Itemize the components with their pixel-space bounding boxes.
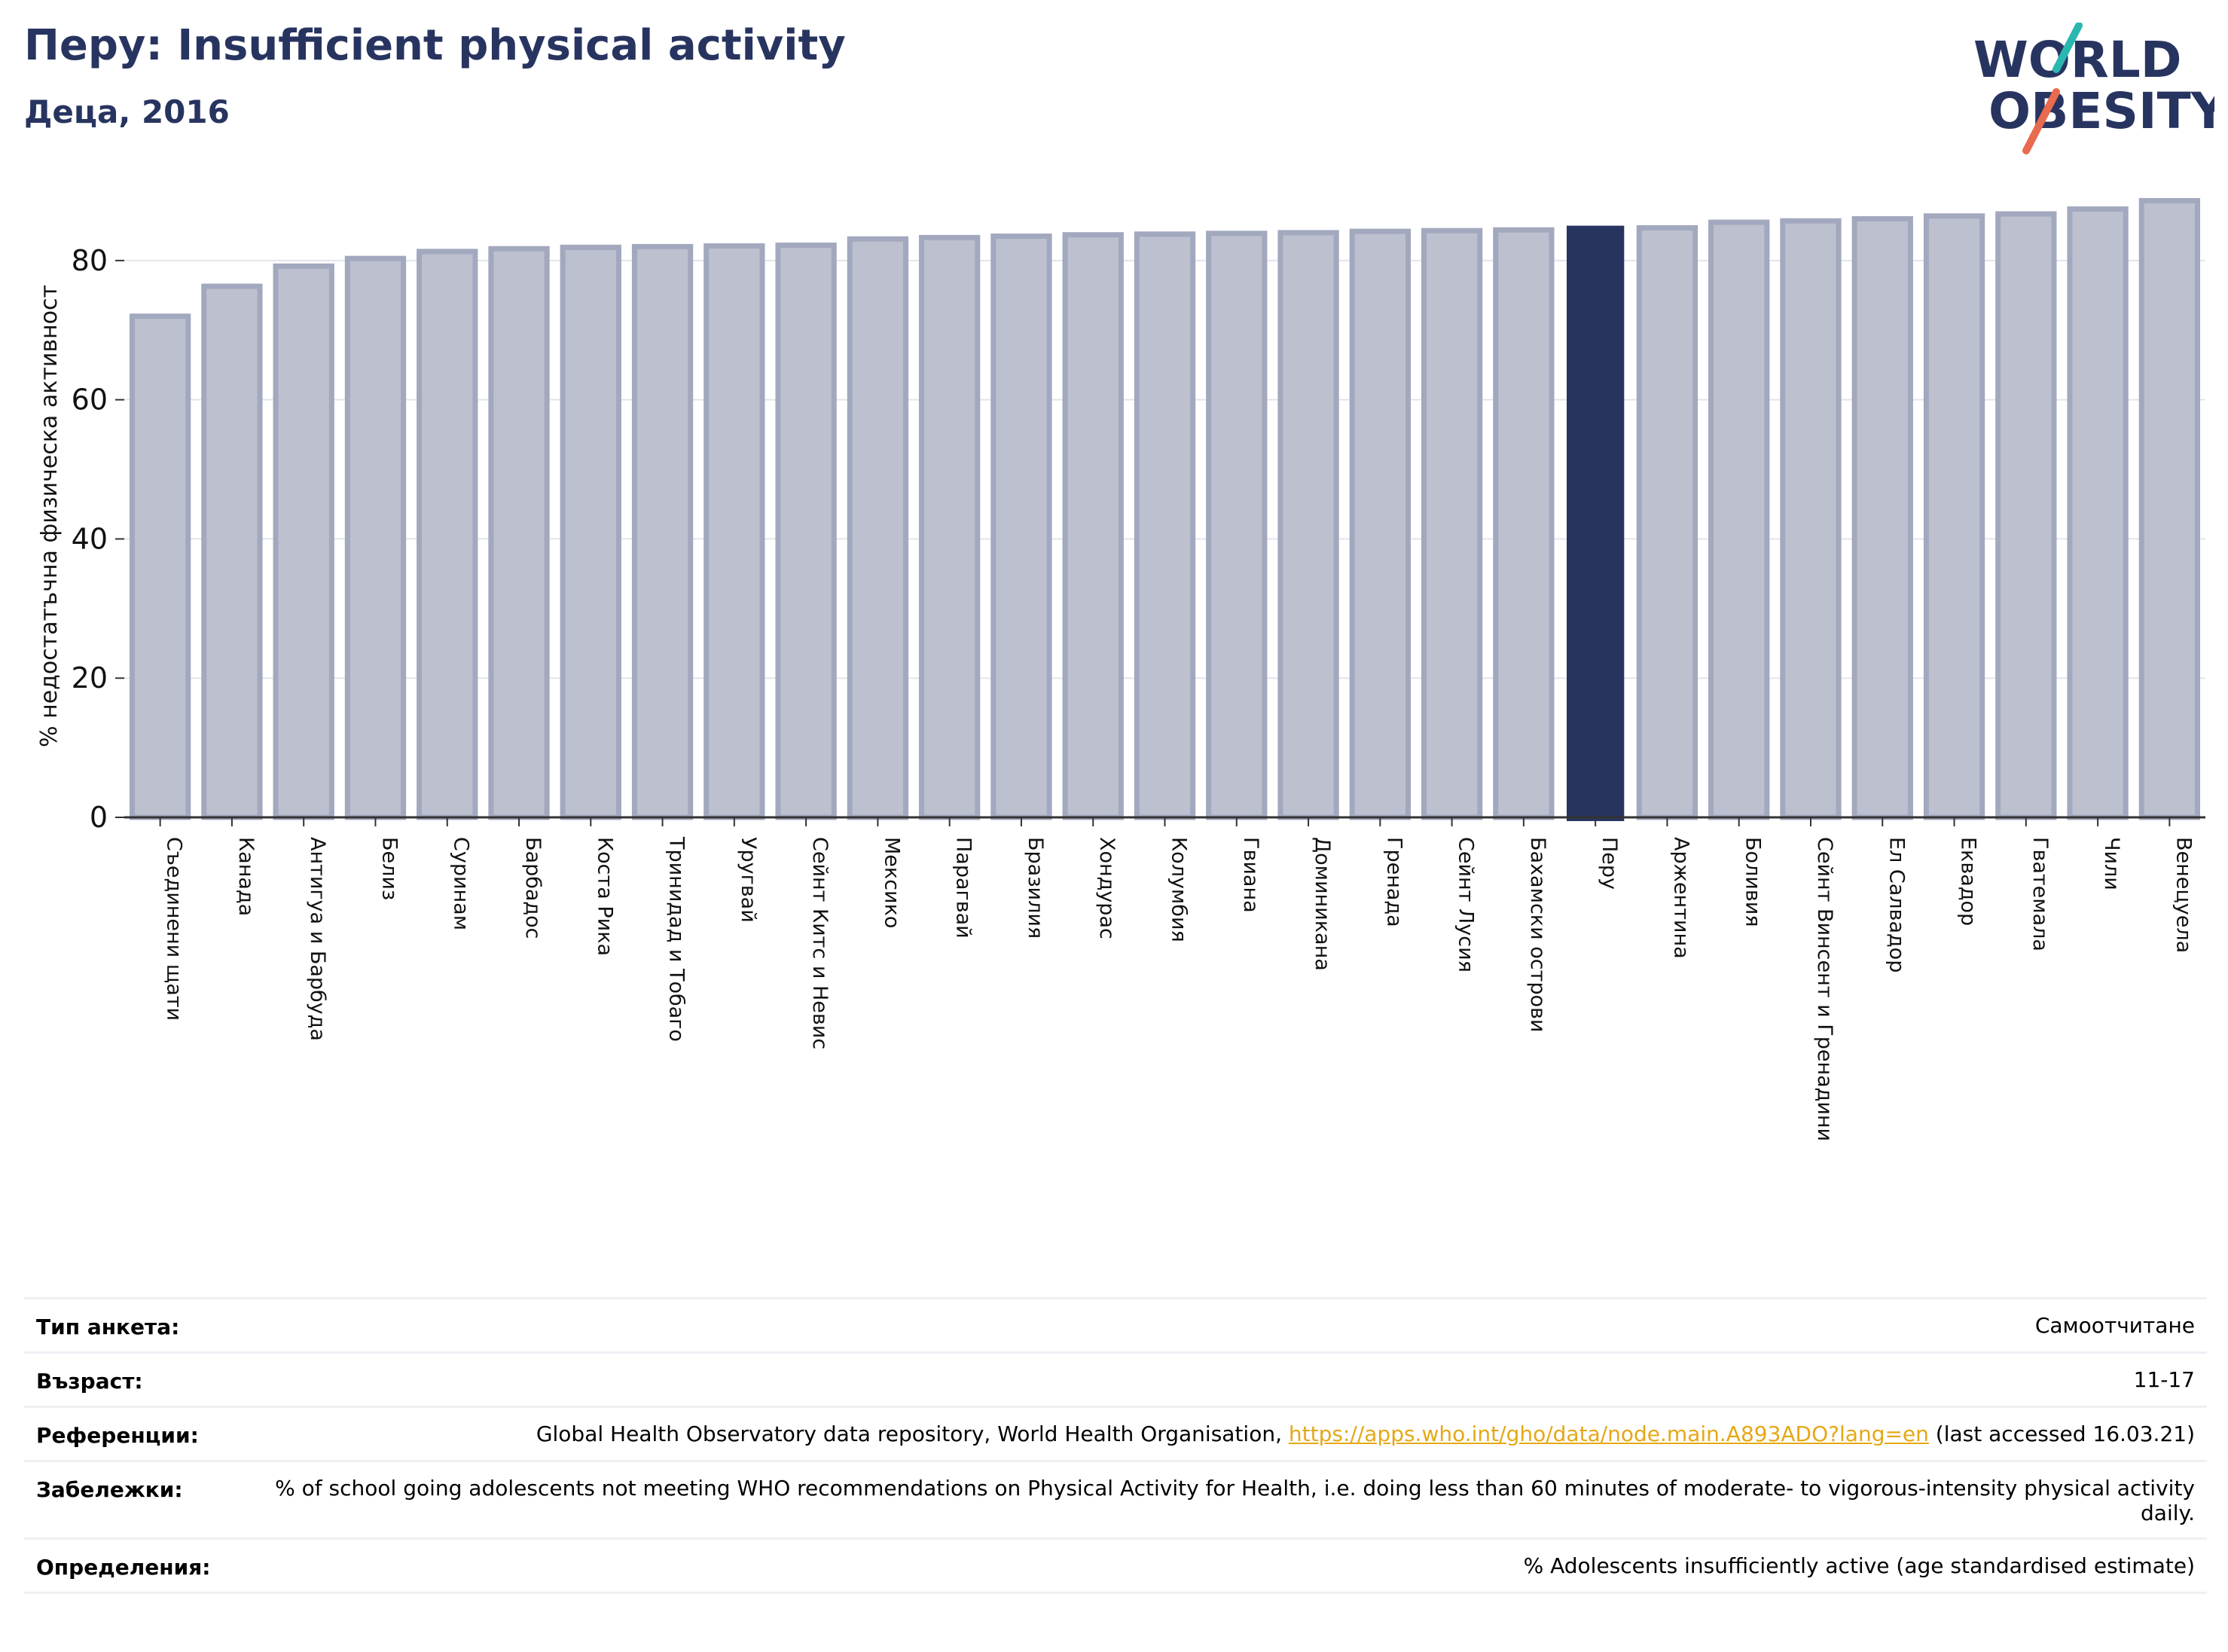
- bar-highlighted: [1566, 225, 1625, 821]
- bar: [1708, 219, 1770, 820]
- bar: [2138, 197, 2201, 820]
- metadata-value: Самоотчитане: [2034, 1313, 2195, 1338]
- x-tick-label: Гренада: [1382, 837, 1405, 927]
- chart-subtitle: Деца, 2016: [24, 93, 230, 130]
- metadata-key: Референции:: [36, 1423, 199, 1448]
- metadata-value: % Adolescents insufficiently active (age…: [1523, 1553, 2195, 1578]
- metadata-key: Определения:: [36, 1555, 211, 1580]
- y-tick-label: 40: [72, 522, 108, 555]
- metadata-row: Определения: % Adolescents insufficiently…: [24, 1537, 2207, 1594]
- x-tick-label: Колумбия: [1167, 837, 1191, 942]
- x-tick-label: Белиз: [377, 837, 401, 900]
- x-tick-label: Бахамски острови: [1526, 837, 1549, 1032]
- x-tick-label: Сейнт Китс и Невис: [808, 837, 832, 1049]
- logo-slash-red: [2022, 88, 2060, 154]
- metadata-value: 11-17: [2133, 1367, 2195, 1392]
- x-tick-label: Суринам: [450, 837, 473, 930]
- x-tick-label: Канада: [234, 837, 258, 916]
- x-tick-label: Перу: [1598, 837, 1621, 890]
- y-tick-label: 0: [90, 801, 108, 834]
- x-tick-label: Венецуела: [2172, 837, 2195, 953]
- y-tick-label: 80: [72, 244, 108, 277]
- metadata-row: Тип анкета: Самоотчитане: [24, 1297, 2207, 1351]
- bar: [1493, 227, 1555, 820]
- x-tick-label: Антигуа и Барбуда: [306, 837, 329, 1041]
- bar: [1995, 211, 2057, 820]
- y-axis-label: % недостатъчна физическа активност: [36, 285, 63, 747]
- bar: [1421, 227, 1483, 820]
- bar: [919, 234, 981, 820]
- bar: [201, 283, 263, 820]
- bar: [1277, 230, 1339, 820]
- chart-title: Перу: Insufficient physical activity: [24, 21, 846, 70]
- x-tick-label: Ел Салвадор: [1885, 837, 1908, 973]
- bar: [2067, 206, 2129, 820]
- bar: [703, 243, 765, 820]
- x-tick-label: Съединени щати: [163, 837, 186, 1021]
- bar: [560, 244, 621, 820]
- metadata-row: Забележки: % of school going adolescents …: [24, 1460, 2207, 1537]
- x-tick-label: Аржентина: [1669, 837, 1692, 959]
- metadata-key: Тип анкета:: [36, 1315, 180, 1339]
- x-tick-label: Барбадос: [521, 837, 545, 939]
- x-tick-label: Тринидад и Тобаго: [665, 836, 688, 1042]
- world-obesity-logo: WORLD OBESITY: [1973, 23, 2214, 154]
- bar: [631, 243, 694, 820]
- x-tick-label: Сейнт Лусия: [1454, 837, 1478, 973]
- y-tick-label: 20: [72, 661, 108, 695]
- bar: [273, 263, 334, 820]
- bar: [1134, 231, 1196, 820]
- reference-link[interactable]: https://apps.who.int/gho/data/node.main.…: [1288, 1421, 1929, 1446]
- bar: [1851, 215, 1913, 820]
- x-tick-label: Гватемала: [2028, 837, 2052, 951]
- x-tick-label: Хондурас: [1095, 837, 1119, 939]
- bar: [417, 249, 478, 820]
- bar: [129, 313, 191, 820]
- x-tick-label: Уругвай: [737, 837, 760, 923]
- x-tick-label: Сейнт Винсент и Гренадини: [1813, 837, 1836, 1141]
- x-tick-label: Коста Рика: [593, 837, 616, 956]
- metadata-value: % of school going adolescents not meetin…: [275, 1476, 2195, 1525]
- y-tick-label: 60: [72, 383, 108, 417]
- x-tick-label: Еквадор: [1957, 837, 1980, 926]
- bar: [847, 236, 909, 820]
- y-axis-ticks: 0 20 40 60 80: [72, 244, 124, 834]
- bar: [1206, 231, 1268, 820]
- bar: [1062, 232, 1124, 820]
- bar: [1349, 228, 1411, 820]
- logo-word-world: WORLD: [1973, 31, 2182, 89]
- x-tick-label: Парагвай: [952, 837, 975, 939]
- x-tick-label: Гвиана: [1239, 837, 1262, 913]
- metadata-value: Global Health Observatory data repositor…: [536, 1421, 2195, 1446]
- bar: [775, 243, 837, 820]
- metadata-table: Тип анкета: Самоотчитане Възраст: 11-17 Рефе…: [24, 1297, 2207, 1594]
- bars: [129, 197, 2201, 821]
- bar-chart: 0 20 40 60 80 Съединени щати Канада Антигуа и …: [36, 197, 2205, 1141]
- metadata-key: Възраст:: [36, 1369, 143, 1394]
- bar: [344, 255, 407, 820]
- bar: [1780, 218, 1842, 820]
- bar: [488, 246, 550, 820]
- x-tick-label: Чили: [2100, 837, 2123, 890]
- bar: [1636, 224, 1698, 820]
- x-tick-label: Мексико: [880, 837, 903, 928]
- x-tick-label: Доминикана: [1311, 837, 1334, 971]
- x-tick-label: Боливия: [1741, 837, 1765, 927]
- bar: [990, 234, 1052, 820]
- x-tick-label: Бразилия: [1024, 837, 1047, 939]
- metadata-row: Референции: Global Health Observatory dat…: [24, 1406, 2207, 1460]
- bar: [1923, 213, 1985, 820]
- logo-word-obesity: OBESITY: [1988, 82, 2214, 140]
- metadata-row: Възраст: 11-17: [24, 1351, 2207, 1406]
- logo-slash-teal: [2053, 23, 2083, 73]
- metadata-key: Забележки:: [36, 1477, 183, 1502]
- x-axis-ticks: Съединени щати Канада Антигуа и Барбуда Бел…: [159, 817, 2195, 1141]
